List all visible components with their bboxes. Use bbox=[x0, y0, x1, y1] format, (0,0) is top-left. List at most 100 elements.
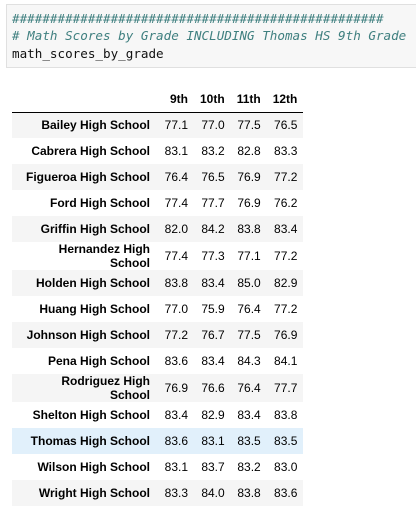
table-cell-score: 83.8 bbox=[237, 486, 261, 500]
table-cell-score: 76.2 bbox=[274, 196, 298, 210]
table-cell-score: 83.0 bbox=[274, 460, 298, 474]
table-cell-score: 76.7 bbox=[201, 328, 225, 342]
column-header-12th: 12th bbox=[266, 86, 304, 113]
table-row: Holden High School 83.8 83.4 85.0 82.9 bbox=[12, 270, 304, 296]
row-index-school-name: Cabrera High School bbox=[31, 144, 150, 158]
table-cell-score: 77.4 bbox=[164, 249, 188, 263]
table-cell-score: 83.2 bbox=[201, 144, 225, 158]
table-row: Bailey High School 77.1 77.0 77.5 76.5 bbox=[12, 112, 304, 138]
table-row: Wright High School 83.3 84.0 83.8 83.6 bbox=[12, 480, 304, 506]
table-cell-score: 83.8 bbox=[237, 222, 261, 236]
table-cell-score: 77.5 bbox=[237, 118, 261, 133]
table-cell-score: 84.0 bbox=[201, 486, 225, 500]
code-variable: math_scores_by_grade bbox=[12, 46, 164, 61]
table-cell-score: 77.5 bbox=[237, 328, 261, 342]
table-cell-score: 77.1 bbox=[237, 249, 261, 263]
table-cell-score: 83.2 bbox=[237, 460, 261, 474]
table-cell-score: 77.2 bbox=[274, 302, 298, 316]
table-cell-score: 83.4 bbox=[164, 408, 188, 422]
table-cell-score: 85.0 bbox=[237, 276, 261, 290]
table-cell-score: 83.5 bbox=[237, 434, 261, 448]
table-cell-score: 76.9 bbox=[237, 170, 261, 184]
table-cell-score: 83.4 bbox=[237, 408, 261, 422]
row-index-school-name: Thomas High School bbox=[30, 434, 150, 448]
row-index-school-name: Wilson High School bbox=[37, 460, 150, 474]
table-row: Ford High School 77.4 77.7 76.9 76.2 bbox=[12, 190, 303, 216]
table-cell-score: 77.0 bbox=[201, 118, 225, 133]
table-row: Rodriguez High School 76.9 76.6 76.4 77.7 bbox=[12, 374, 304, 402]
table-cell-score: 83.1 bbox=[164, 460, 188, 474]
table-cell-score: 84.1 bbox=[274, 354, 298, 368]
table-cell-score: 83.3 bbox=[164, 486, 188, 500]
table-row: Cabrera High School 83.1 83.2 82.8 83.3 bbox=[12, 138, 303, 164]
table-cell-score: 83.4 bbox=[201, 276, 225, 290]
table-cell-score: 76.5 bbox=[201, 170, 225, 184]
table-cell-score: 82.9 bbox=[274, 276, 298, 290]
table-cell-score: 77.2 bbox=[164, 328, 188, 342]
table-row: Pena High School 83.6 83.4 84.3 84.1 bbox=[12, 348, 303, 374]
table-cell-score: 83.8 bbox=[274, 408, 298, 422]
table-cell-score: 76.9 bbox=[237, 196, 261, 210]
table-cell-score: 76.4 bbox=[237, 302, 261, 316]
row-index-school-name: Rodriguez High School bbox=[61, 374, 150, 402]
table-row: Shelton High School 83.4 82.9 83.4 83.8 bbox=[12, 402, 303, 428]
table-cell-score: 77.3 bbox=[201, 249, 225, 263]
table-cell-score: 76.9 bbox=[164, 381, 188, 395]
table-cell-score: 83.8 bbox=[164, 276, 188, 290]
table-cell-score: 76.5 bbox=[274, 118, 298, 133]
table-cell-score: 77.2 bbox=[274, 170, 298, 184]
table-cell-score: 77.1 bbox=[164, 118, 188, 133]
row-index-school-name: Ford High School bbox=[50, 196, 150, 210]
table-cell-score: 83.5 bbox=[274, 434, 298, 448]
row-index-school-name: Pena High School bbox=[47, 354, 150, 368]
table-cell-score: 77.7 bbox=[201, 196, 225, 210]
table-cell-score: 82.0 bbox=[164, 222, 188, 236]
table-cell-score: 83.7 bbox=[201, 460, 225, 474]
table-cell-score: 77.2 bbox=[274, 249, 298, 263]
table-cell-score: 83.1 bbox=[164, 144, 188, 158]
table-row: Wilson High School 83.1 83.7 83.2 83.0 bbox=[12, 454, 303, 480]
row-index-school-name: Johnson High School bbox=[26, 328, 150, 342]
column-header-9th: 9th bbox=[158, 86, 194, 113]
column-header-11th: 11th bbox=[230, 86, 267, 113]
table-cell-score: 83.1 bbox=[201, 434, 225, 448]
table-body: Bailey High School 77.1 77.0 77.5 76.5 Cabrer… bbox=[12, 112, 304, 506]
table-cell-score: 83.4 bbox=[274, 222, 298, 236]
table-cell-score: 76.6 bbox=[201, 381, 225, 395]
row-index-school-name: Holden High School bbox=[36, 276, 150, 290]
table-cell-score: 75.9 bbox=[201, 302, 225, 316]
code-comment-title: # Math Scores by Grade INCLUDING Thomas … bbox=[12, 28, 407, 43]
table-cell-score: 84.3 bbox=[237, 354, 261, 368]
table-cell-score: 77.7 bbox=[274, 381, 298, 395]
table-cell-score: 82.9 bbox=[201, 408, 225, 422]
table-row: Hernandez High School 77.4 77.3 77.1 77.2 bbox=[12, 242, 303, 270]
table-cell-score: 83.6 bbox=[164, 354, 188, 368]
table-cell-score: 83.6 bbox=[274, 486, 298, 500]
table-cell-score: 83.6 bbox=[164, 434, 188, 448]
math-scores-dataframe: 9th 10th 11th 12th Bailey High School 77.… bbox=[12, 86, 304, 506]
row-index-school-name: Shelton High School bbox=[32, 408, 150, 422]
row-index-school-name: Griffin High School bbox=[40, 222, 150, 236]
index-header bbox=[12, 86, 158, 113]
table-row: Griffin High School 82.0 84.2 83.8 83.4 bbox=[12, 216, 304, 242]
row-index-school-name: Figueroa High School bbox=[26, 170, 151, 184]
row-index-school-name: Wright High School bbox=[38, 486, 150, 500]
row-index-school-name: Bailey High School bbox=[41, 118, 150, 133]
row-index-school-name: Huang High School bbox=[39, 302, 150, 316]
table-row: Thomas High School 83.6 83.1 83.5 83.5 bbox=[12, 428, 304, 454]
column-header-10th: 10th bbox=[194, 86, 231, 113]
table-cell-score: 76.4 bbox=[164, 170, 188, 184]
table-cell-score: 77.4 bbox=[164, 196, 188, 210]
code-cell-input[interactable]: ########################################… bbox=[6, 4, 416, 68]
table-row: Huang High School 77.0 75.9 76.4 77.2 bbox=[12, 296, 303, 322]
table-cell-score: 83.4 bbox=[201, 354, 225, 368]
table-cell-score: 83.3 bbox=[274, 144, 298, 158]
table-row: Figueroa High School 76.4 76.5 76.9 77.2 bbox=[12, 164, 304, 190]
table-cell-score: 84.2 bbox=[201, 222, 225, 236]
table-row: Johnson High School 77.2 76.7 77.5 76.9 bbox=[12, 322, 304, 348]
table-cell-score: 76.9 bbox=[274, 328, 298, 342]
table-header-row: 9th 10th 11th 12th bbox=[12, 86, 304, 113]
table-cell-score: 82.8 bbox=[237, 144, 261, 158]
table-cell-score: 77.0 bbox=[164, 302, 188, 316]
table-cell-score: 76.4 bbox=[237, 381, 261, 395]
